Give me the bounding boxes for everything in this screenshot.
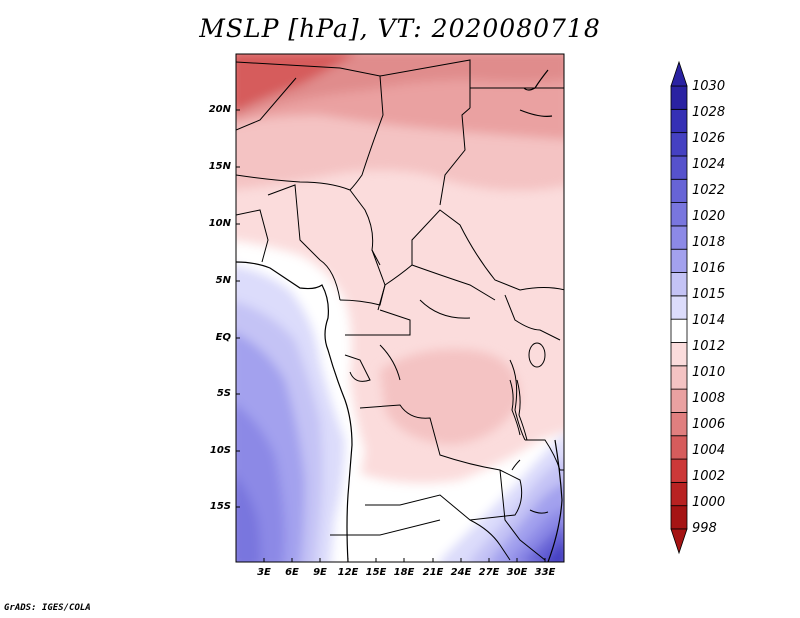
colorbar — [670, 60, 688, 555]
lat-label-5n: 5N — [215, 275, 231, 286]
colorbar-segment — [670, 342, 688, 367]
colorbar-label: 1012 — [692, 339, 726, 354]
colorbar-label: 1030 — [692, 79, 726, 94]
colorbar-bottom-arrow — [670, 528, 688, 555]
colorbar-segment — [670, 365, 688, 390]
colorbar-segment — [670, 295, 688, 320]
colorbar-segment — [670, 225, 688, 250]
colorbar-segment — [670, 388, 688, 413]
lon-label-33e: 33E — [534, 567, 556, 578]
colorbar-label: 1002 — [692, 469, 726, 484]
colorbar-label: 1000 — [692, 495, 726, 510]
colorbar-segment — [670, 132, 688, 157]
plot-frame — [235, 53, 565, 563]
colorbar-label: 1026 — [692, 131, 726, 146]
colorbar-segment — [670, 505, 688, 530]
colorbar-label: 1014 — [692, 313, 726, 328]
colorbar-segment — [670, 435, 688, 460]
colorbar-label: 1004 — [692, 443, 726, 458]
lon-label-30e: 30E — [506, 567, 528, 578]
colorbar-segment — [670, 318, 688, 343]
map-title: MSLP [hPa], VT: 2020080718 — [199, 14, 601, 43]
colorbar-label: 1024 — [692, 157, 726, 172]
colorbar-segment — [670, 202, 688, 227]
colorbar-label: 998 — [692, 521, 717, 536]
colorbar-label: 1022 — [692, 183, 726, 198]
colorbar-segment — [670, 412, 688, 437]
colorbar-label: 1015 — [692, 287, 726, 302]
lon-label-3e: 3E — [257, 567, 271, 578]
colorbar-segment — [670, 248, 688, 273]
coastline — [236, 69, 563, 562]
lon-label-15e: 15E — [365, 567, 387, 578]
lakes — [509, 342, 549, 514]
lat-label-10s: 10S — [209, 445, 231, 456]
colorbar-segment — [670, 108, 688, 134]
colorbar-segment — [670, 458, 688, 483]
colorbar-label: 1018 — [692, 235, 726, 250]
lat-label-10n: 10N — [208, 218, 231, 229]
colorbar-label: 1016 — [692, 261, 726, 276]
lon-label-6e: 6E — [285, 567, 299, 578]
colorbar-label: 1028 — [692, 105, 726, 120]
grads-credit: GrADS: IGES/COLA — [4, 603, 91, 613]
colorbar-label: 1020 — [692, 209, 726, 224]
lat-label-20n: 20N — [208, 104, 231, 115]
colorbar-top-arrow — [670, 60, 688, 87]
lat-label-15s: 15S — [209, 501, 231, 512]
colorbar-segment — [670, 85, 688, 110]
colorbar-label: 1010 — [692, 365, 726, 380]
colorbar-segment — [670, 481, 688, 507]
colorbar-label: 1006 — [692, 417, 726, 432]
lon-label-27e: 27E — [478, 567, 500, 578]
lon-label-12e: 12E — [337, 567, 359, 578]
colorbar-segment — [670, 178, 688, 203]
colorbar-segment — [670, 272, 688, 297]
lat-label-15n: 15N — [208, 161, 231, 172]
lon-label-21e: 21E — [422, 567, 444, 578]
lat-ticks — [236, 109, 240, 508]
colorbar-segment — [670, 155, 688, 180]
lon-ticks — [263, 558, 546, 562]
lon-label-18e: 18E — [393, 567, 415, 578]
lon-label-9e: 9E — [313, 567, 327, 578]
lat-label-eq: EQ — [215, 332, 231, 343]
lat-label-5s: 5S — [216, 388, 231, 399]
pressure-field — [236, 54, 564, 562]
country-borders — [236, 59, 564, 561]
lon-label-24e: 24E — [450, 567, 472, 578]
colorbar-label: 1008 — [692, 391, 726, 406]
